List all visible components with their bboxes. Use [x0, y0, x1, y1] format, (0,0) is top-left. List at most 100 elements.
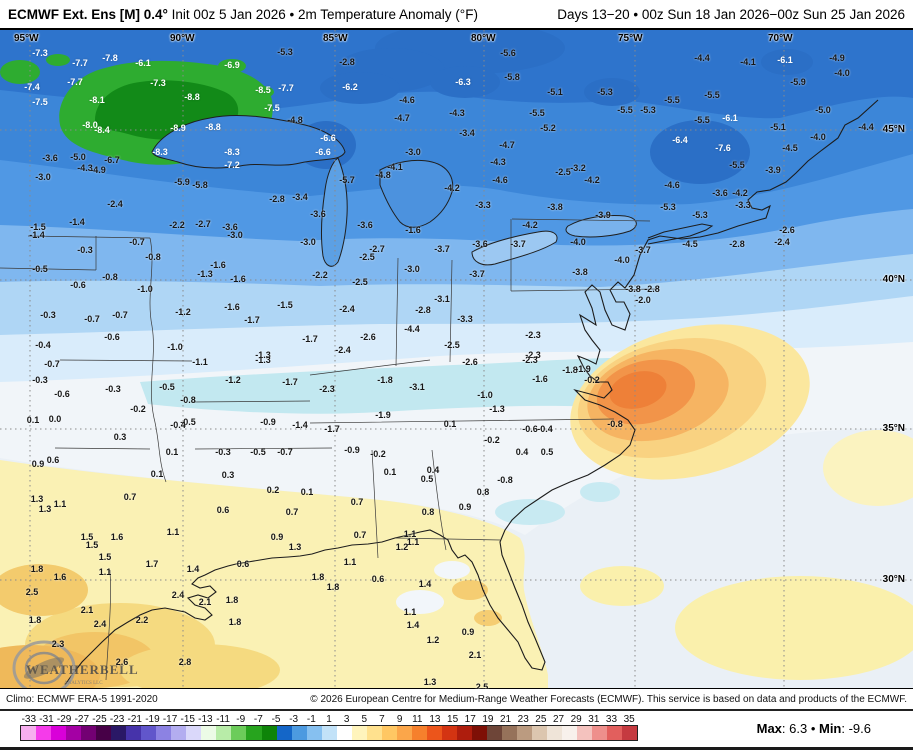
colorbar-tick: -29: [56, 714, 72, 725]
colorbar-tick: 3: [343, 714, 350, 725]
colorbar-cell: [471, 726, 487, 740]
colorbar-cell: [96, 726, 112, 740]
colorbar-tick: 5: [361, 714, 368, 725]
colorbar-cell: [321, 726, 337, 740]
colorbar-tick: -31: [39, 714, 54, 725]
max-min-readout: Max: 6.3 • Min: -9.6: [757, 721, 871, 736]
map-shading: WEATHERBELL ANALYTICS LLC: [0, 30, 913, 688]
colorbar-cell: [441, 726, 457, 740]
colorbar-tick: -9: [236, 714, 246, 725]
long-island: [647, 223, 714, 245]
colorbar-cell: [396, 726, 412, 740]
title-detail: Init 00z 5 Jan 2026 • 2m Temperature Ano…: [167, 6, 478, 22]
copyright-note: © 2026 European Centre for Medium-Range …: [310, 693, 907, 705]
colorbar-tick: 19: [482, 714, 494, 725]
colorbar-tick: 33: [605, 714, 618, 725]
colorbar-cell: [216, 726, 232, 740]
colorbar-cell: [366, 726, 382, 740]
colorbar-tick: -17: [162, 714, 178, 725]
colorbar-tick: 21: [499, 714, 512, 725]
colorbar-cell: [276, 726, 292, 740]
colorbar-cell: [592, 726, 608, 740]
colorbar-cell: [261, 726, 277, 740]
colorbar-tick: 31: [588, 714, 600, 725]
state-borders: [0, 218, 659, 681]
min-value: : -9.6: [841, 721, 871, 736]
colorbar-cell: [456, 726, 472, 740]
colorbar-cell: [502, 726, 518, 740]
bottom-rule: [0, 747, 913, 750]
colorbar-tick: -21: [127, 714, 142, 725]
colorbar-tick: 27: [552, 714, 565, 725]
logo-text: WEATHERBELL: [26, 662, 139, 677]
colorbar-cell: [111, 726, 127, 740]
weatherbell-logo: WEATHERBELL ANALYTICS LLC: [12, 640, 139, 688]
colorbar-tick: -15: [180, 714, 195, 725]
min-label: Min: [818, 721, 842, 736]
colorbar-tick: 23: [517, 714, 529, 725]
colorbar-row: -33 -31 -29 -27 -25 -23 -21 -19 -17 -15 -13 -11 -9 -7…: [0, 713, 913, 747]
colorbar-cell: [66, 726, 82, 740]
colorbar-cell: [21, 726, 37, 740]
colorbar-tick: -13: [198, 714, 213, 725]
colorbar-tick: 29: [570, 714, 582, 725]
colorbar-tick: -5: [271, 714, 281, 725]
colorbar-cell: [547, 726, 563, 740]
colorbar-tick: 11: [412, 714, 423, 725]
colorbar-cell: [351, 726, 367, 740]
colorbar-cell: [201, 726, 217, 740]
colorbar-tick: -19: [145, 714, 160, 725]
attribution-bar: Climo: ECMWF ERA-5 1991-2020 © 2026 Euro…: [0, 689, 913, 711]
great-lakes: [151, 115, 637, 267]
climo-note: Climo: ECMWF ERA-5 1991-2020: [6, 693, 158, 705]
colorbar-tick: 25: [535, 714, 547, 725]
colorbar-cell: [81, 726, 97, 740]
colorbar-cell: [381, 726, 397, 740]
colorbar-cell: [426, 726, 442, 740]
colorbar-cell: [186, 726, 202, 740]
forecast-map: WEATHERBELL ANALYTICS LLC -7.3 -7.7 -7.8 -6…: [0, 28, 913, 692]
colorbar-cell: [486, 726, 502, 740]
warm-blob-atlantic: [570, 324, 810, 480]
colorbar-cell: [622, 726, 638, 740]
colorbar-tick: -11: [216, 714, 230, 725]
coastline: [64, 99, 879, 686]
colorbar-cell: [171, 726, 187, 740]
page-title: ECMWF Ext. Ens [M] 0.4° Init 00z 5 Jan 2…: [8, 7, 478, 22]
colorbar-cell: [231, 726, 247, 740]
colorbar-cell: [246, 726, 262, 740]
header: ECMWF Ext. Ens [M] 0.4° Init 00z 5 Jan 2…: [0, 0, 913, 28]
colorbar-cell: [532, 726, 548, 740]
model-name: ECMWF Ext. Ens [M] 0.4°: [8, 6, 168, 22]
colorbar-cell: [291, 726, 307, 740]
valid-period: Days 13−20 • 00z Sun 18 Jan 2026−00z Sun…: [557, 6, 905, 22]
colorbar-tick-labels: -33 -31 -29 -27 -25 -23 -21 -19 -17 -15 -13 -11 -9 -7…: [20, 714, 638, 725]
colorbar-cell: [156, 726, 172, 740]
colorbar-tick: 17: [464, 714, 476, 725]
colorbar-tick: 1: [326, 714, 332, 725]
colorbar-cell: [141, 726, 157, 740]
colorbar-cell: [51, 726, 67, 740]
logo-subtext: ANALYTICS LLC: [64, 681, 103, 686]
colorbar-tick: -1: [306, 714, 316, 725]
colorbar-cell: [36, 726, 52, 740]
colorbar-cell: [306, 726, 322, 740]
colorbar-tick: -33: [21, 714, 37, 725]
gridlines: [0, 30, 913, 688]
colorbar-scale: [20, 725, 638, 741]
colorbar-cell: [126, 726, 142, 740]
colorbar-tick: -27: [74, 714, 90, 725]
colorbar-tick: -25: [92, 714, 107, 725]
colorbar-tick: -7: [253, 714, 263, 725]
max-label: Max: [756, 721, 782, 736]
colorbar-tick: 9: [396, 714, 403, 725]
colorbar-tick: -23: [109, 714, 125, 725]
colorbar-cell: [577, 726, 593, 740]
colorbar-cell: [517, 726, 533, 740]
colorbar-tick: 7: [379, 714, 385, 725]
colorbar-tick: 13: [429, 714, 441, 725]
colorbar-cell: [411, 726, 427, 740]
colorbar-cell: [562, 726, 578, 740]
colorbar-tick: 35: [623, 714, 635, 725]
